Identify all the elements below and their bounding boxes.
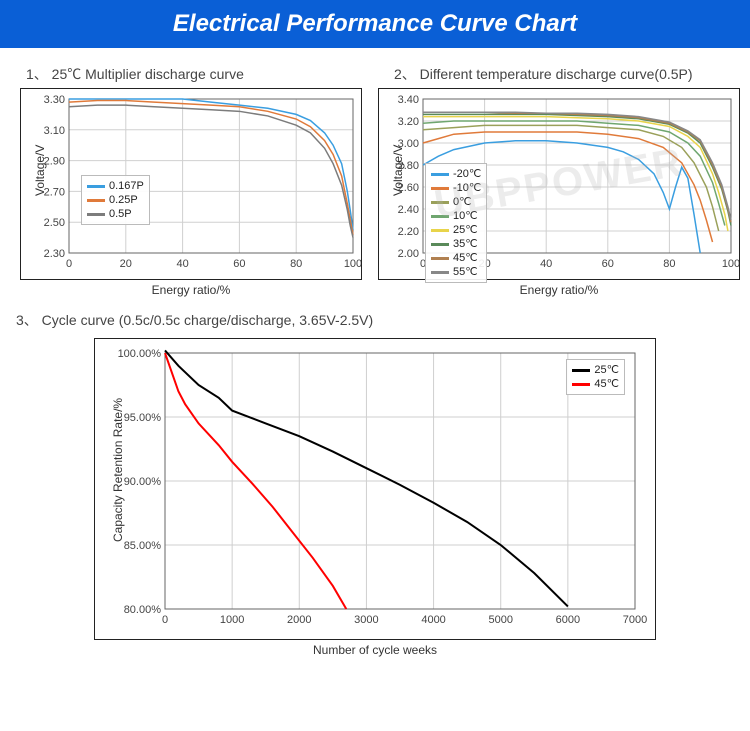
svg-text:60: 60 (602, 258, 614, 270)
chart3-legend: 25℃45℃ (566, 359, 625, 395)
svg-text:2.30: 2.30 (44, 248, 65, 260)
legend-item: 0℃ (431, 195, 481, 209)
svg-text:3.40: 3.40 (398, 94, 419, 106)
legend-item: 25℃ (572, 363, 619, 377)
chart2-xlabel: Energy ratio/% (520, 283, 599, 297)
legend-item: 25℃ (431, 223, 481, 237)
svg-text:100.00%: 100.00% (118, 348, 162, 360)
legend-item: 10℃ (431, 209, 481, 223)
page: { "header": { "title": "Electrical Perfo… (0, 0, 750, 690)
legend-item: 35℃ (431, 237, 481, 251)
svg-text:3.30: 3.30 (44, 94, 65, 106)
chart3-caption: 3、 Cycle curve (0.5c/0.5c charge/dischar… (16, 310, 750, 330)
svg-text:5000: 5000 (488, 614, 512, 626)
svg-text:4000: 4000 (421, 614, 445, 626)
svg-text:100: 100 (722, 258, 739, 270)
top-chart-row: 1、 25℃ Multiplier discharge curve 2.30 2.… (0, 58, 750, 304)
legend-item: 0.25P (87, 193, 144, 207)
svg-text:2.00: 2.00 (398, 248, 419, 260)
chart1-ylabel: Voltage/V (33, 145, 47, 196)
svg-text:2.40: 2.40 (398, 204, 419, 216)
chart3-xlabel: Number of cycle weeks (313, 643, 437, 657)
chart2-legend: -20℃-10℃0℃10℃25℃35℃45℃55℃ (425, 163, 487, 283)
svg-text:100: 100 (344, 258, 361, 270)
legend-item: 45℃ (572, 377, 619, 391)
legend-item: 0.167P (87, 179, 144, 193)
svg-text:95.00%: 95.00% (124, 412, 162, 424)
svg-text:40: 40 (540, 258, 552, 270)
svg-text:1000: 1000 (220, 614, 244, 626)
legend-item: 55℃ (431, 265, 481, 279)
page-title: Electrical Performance Curve Chart (0, 0, 750, 48)
svg-text:6000: 6000 (556, 614, 580, 626)
svg-text:20: 20 (120, 258, 132, 270)
chart1-caption: 1、 25℃ Multiplier discharge curve (26, 64, 372, 84)
chart2-caption: 2、 Different temperature discharge curve… (394, 64, 740, 84)
svg-text:2000: 2000 (287, 614, 311, 626)
chart3-box: 80.00% 85.00% 90.00% 95.00% 100.00% 0 1000 2000… (94, 338, 656, 640)
svg-text:80: 80 (663, 258, 675, 270)
svg-text:60: 60 (233, 258, 245, 270)
svg-text:2.50: 2.50 (44, 217, 65, 229)
legend-item: 0.5P (87, 207, 144, 221)
chart1-legend: 0.167P0.25P0.5P (81, 175, 150, 225)
legend-item: 45℃ (431, 251, 481, 265)
svg-text:85.00%: 85.00% (124, 540, 162, 552)
chart1-xlabel: Energy ratio/% (152, 283, 231, 297)
chart1-box: 2.302.502.702.903.103.30020406080100 Vol… (20, 88, 362, 280)
svg-text:80: 80 (290, 258, 302, 270)
svg-text:0: 0 (162, 614, 168, 626)
svg-text:3.10: 3.10 (44, 125, 65, 137)
svg-text:7000: 7000 (623, 614, 647, 626)
chart2-box: 2.002.202.402.602.803.003.203.4002040608… (378, 88, 740, 280)
svg-text:2.20: 2.20 (398, 226, 419, 238)
svg-text:90.00%: 90.00% (124, 476, 162, 488)
legend-item: -10℃ (431, 181, 481, 195)
legend-item: -20℃ (431, 167, 481, 181)
svg-text:40: 40 (176, 258, 188, 270)
chart3-ylabel: Capacity Retention Rate/% (111, 398, 125, 542)
svg-text:0: 0 (66, 258, 72, 270)
svg-text:3.20: 3.20 (398, 116, 419, 128)
svg-text:80.00%: 80.00% (124, 604, 162, 616)
chart2-ylabel: Voltage/V (391, 145, 405, 196)
svg-text:3000: 3000 (354, 614, 378, 626)
